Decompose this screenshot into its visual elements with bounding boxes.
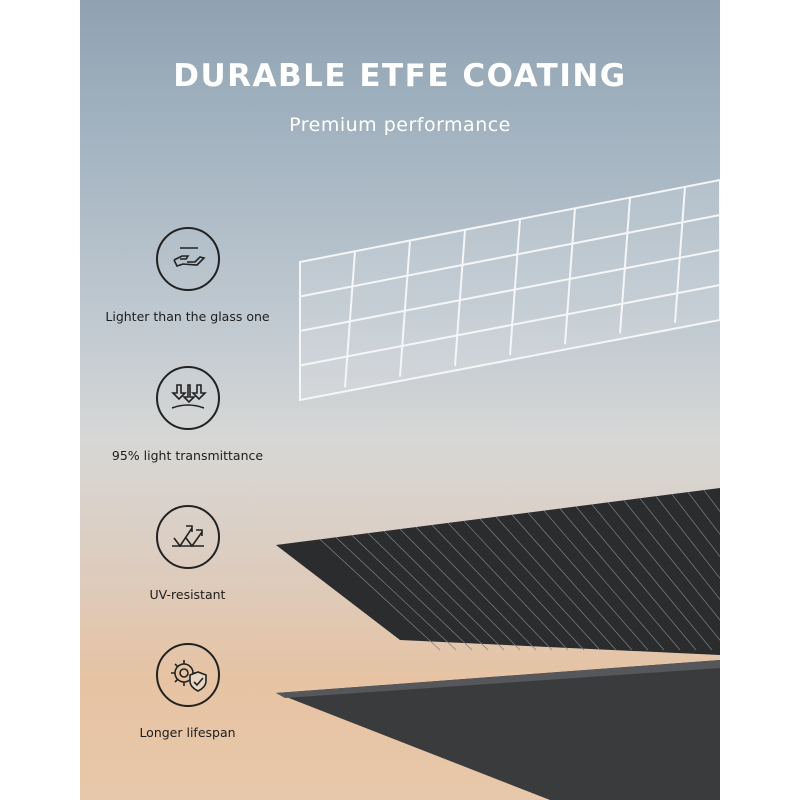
cell-line	[575, 506, 697, 651]
cell-line	[543, 510, 665, 651]
feature-lighter: Lighter than the glass one	[80, 227, 295, 324]
cell-line	[447, 522, 569, 651]
grid-line	[399, 240, 411, 377]
cell-line	[367, 532, 489, 651]
product-banner: DURABLE ETFE COATING Premium performance…	[80, 0, 720, 800]
page-subtitle: Premium performance	[289, 114, 511, 136]
feature-label: Longer lifespan	[139, 725, 236, 740]
feature-uv: UV-resistant	[80, 505, 295, 602]
cell-line	[687, 492, 720, 535]
backsheet-layer	[276, 660, 720, 800]
cell-line	[639, 498, 720, 601]
grid-line	[299, 249, 720, 332]
cell-line	[607, 502, 720, 641]
solar-panel-layers-illustration	[276, 178, 720, 800]
page-title: DURABLE ETFE COATING	[173, 58, 627, 94]
cell-line	[527, 512, 649, 651]
cell-line	[351, 535, 473, 651]
grid-line	[564, 208, 576, 345]
cell-line	[591, 504, 713, 651]
cell-line	[383, 530, 505, 651]
cell-line	[463, 520, 585, 651]
cell-line	[623, 500, 720, 621]
solar-cell-layer	[276, 488, 720, 655]
light-arrows-icon	[155, 366, 220, 430]
hand-lightweight-icon	[155, 227, 220, 291]
cell-line	[431, 524, 553, 651]
feature-label: UV-resistant	[149, 587, 226, 602]
grid-line	[344, 251, 356, 388]
grid-line	[509, 218, 521, 356]
cell-line	[319, 539, 441, 651]
grid-line	[619, 197, 631, 334]
cell-line	[479, 518, 601, 651]
cell-line	[399, 528, 521, 651]
cell-line	[335, 537, 457, 651]
grid-line	[454, 229, 466, 366]
grid-line	[299, 214, 720, 298]
feature-lifespan: Longer lifespan	[80, 643, 295, 740]
feature-label: Lighter than the glass one	[105, 309, 270, 324]
uv-arrows-icon	[155, 505, 220, 569]
grid-line	[674, 186, 686, 323]
grid-line	[299, 284, 720, 367]
cell-line	[559, 508, 681, 651]
cell-line	[511, 514, 633, 651]
feature-transmittance: 95% light transmittance	[80, 366, 295, 463]
cell-line	[655, 496, 720, 579]
gear-shield-icon	[155, 643, 220, 707]
feature-label: 95% light transmittance	[111, 448, 264, 463]
cell-line	[495, 516, 617, 651]
cell-line	[415, 526, 537, 651]
etfe-layer	[299, 178, 720, 402]
cell-line	[671, 494, 720, 558]
